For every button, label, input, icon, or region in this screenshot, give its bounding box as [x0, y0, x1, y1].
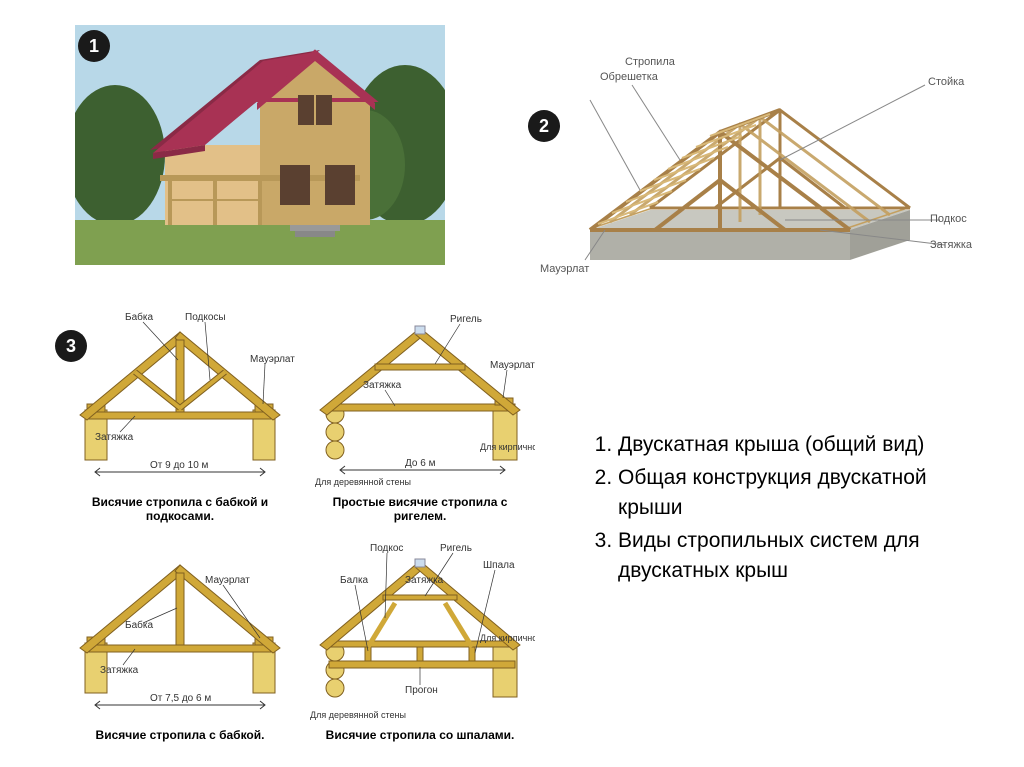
svg-text:Подкос: Подкос [370, 543, 403, 554]
label-mauerlat: Мауэрлат [540, 263, 589, 275]
svg-text:Мауэрлат: Мауэрлат [250, 354, 295, 365]
svg-text:Бабка: Бабка [125, 619, 153, 631]
svg-text:Ригель: Ригель [440, 543, 472, 554]
svg-text:Затяжка: Затяжка [363, 380, 402, 391]
truss-type-a: От 9 до 10 м Бабка Подкосы Мауэрлат Затя… [65, 300, 295, 523]
label-obreshetka: Обрешетка [600, 71, 659, 83]
truss-a-caption: Висячие стропила с бабкой и подкосами. [65, 495, 295, 523]
roof-structure-3d: Обрешетка Стропила Стойка Подкос Затяжка… [520, 50, 980, 280]
svg-text:Для кирпичной стены: Для кирпичной стены [480, 442, 535, 452]
truss-types-grid: От 9 до 10 м Бабка Подкосы Мауэрлат Затя… [65, 300, 535, 730]
label-podkos: Подкос [930, 213, 967, 225]
svg-text:Для деревянной стены: Для деревянной стены [310, 710, 406, 720]
svg-text:Затяжка: Затяжка [95, 432, 134, 443]
svg-text:Прогон: Прогон [405, 685, 438, 696]
badge-3: 3 [55, 330, 87, 362]
svg-text:Затяжка: Затяжка [405, 575, 444, 586]
svg-text:Подкосы: Подкосы [185, 312, 226, 323]
svg-text:Мауэрлат: Мауэрлат [205, 575, 250, 586]
truss-type-b: До 6 м Ригель Затяжка Мауэрлат Для дерев… [305, 300, 535, 523]
badge-2: 2 [528, 110, 560, 142]
svg-text:От 9 до 10 м: От 9 до 10 м [150, 460, 209, 471]
legend-item-1: Двускатная крыша (общий вид) [618, 430, 960, 459]
svg-text:Шпала: Шпала [483, 560, 515, 571]
label-zatyazhka: Затяжка [930, 239, 973, 251]
svg-text:Бабка: Бабка [125, 311, 153, 323]
legend-item-2: Общая конструкция двускатной крыши [618, 463, 960, 522]
svg-text:От 7,5 до 6 м: От 7,5 до 6 м [150, 693, 211, 704]
legend-item-3: Виды стропильных систем для двускатных к… [618, 526, 960, 585]
truss-c-caption: Висячие стропила с бабкой. [65, 728, 295, 742]
svg-text:Для деревянной стены: Для деревянной стены [315, 477, 411, 487]
svg-text:Мауэрлат: Мауэрлат [490, 360, 535, 371]
truss-d-caption: Висячие стропила со шпалами. [305, 728, 535, 742]
truss-b-caption: Простые висячие стропила с ригелем. [305, 495, 535, 523]
svg-text:Затяжка: Затяжка [100, 665, 139, 676]
truss-type-d: Подкос Балка Ригель Затяжка Шпала Прогон… [305, 533, 535, 742]
label-stoika: Стойка [928, 76, 965, 88]
label-stropila: Стропила [625, 56, 676, 68]
legend-list: Двускатная крыша (общий вид) Общая конст… [590, 430, 960, 589]
truss-type-c: От 7,5 до 6 м Мауэрлат Бабка Затяжка Вис… [65, 533, 295, 742]
svg-text:Для кирпичной стены: Для кирпичной стены [480, 633, 535, 643]
svg-text:Ригель: Ригель [450, 314, 482, 325]
badge-1: 1 [78, 30, 110, 62]
house-photo [75, 25, 445, 265]
svg-text:До 6 м: До 6 м [405, 458, 436, 469]
svg-text:Балка: Балка [340, 575, 369, 586]
